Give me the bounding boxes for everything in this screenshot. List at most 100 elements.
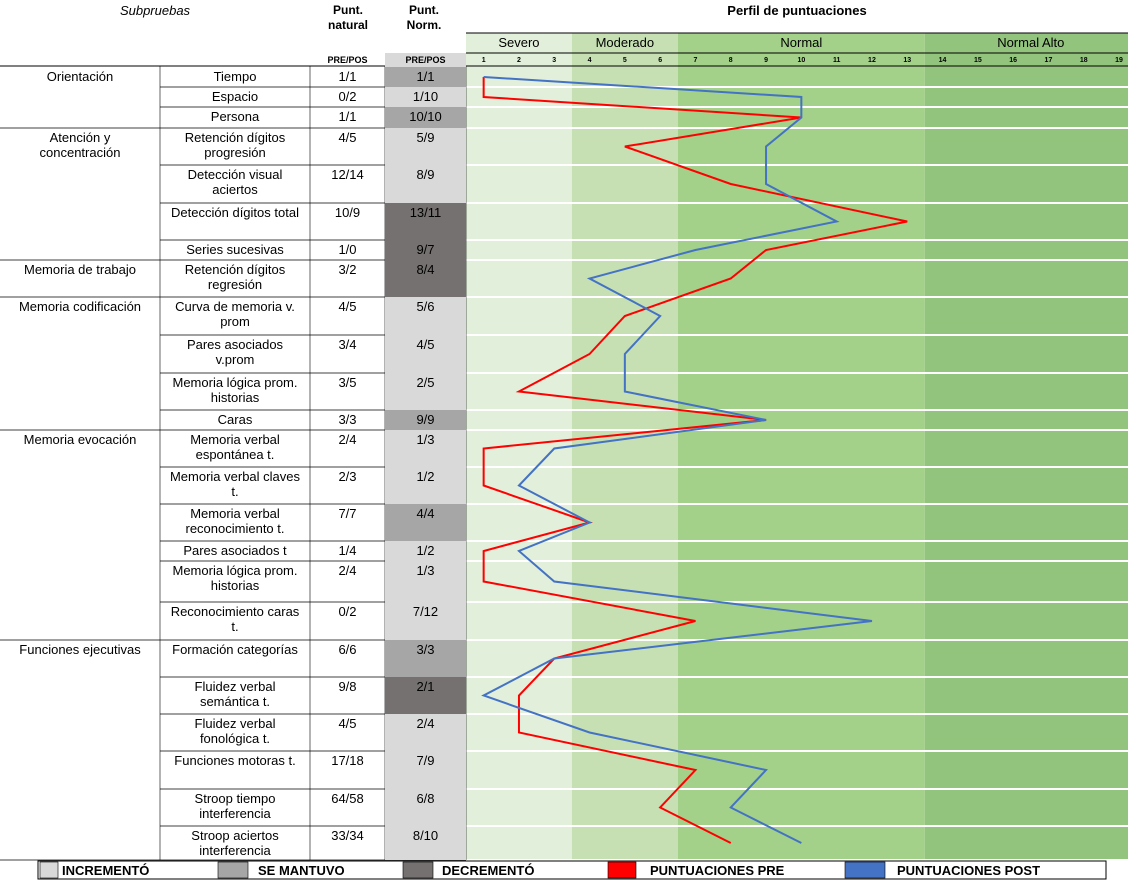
prepos-header: PRE/POS: [385, 53, 466, 68]
norm: 9/7: [416, 242, 435, 257]
norm: 1/1: [416, 69, 435, 84]
natural: 1/1: [338, 109, 357, 124]
score-tick: 10: [797, 57, 805, 64]
natural: 10/9: [334, 205, 361, 220]
norm: 5/6: [416, 299, 435, 314]
norm: 8/9: [416, 167, 435, 182]
subtest: Fluidez verbal semántica t.: [194, 679, 276, 709]
norm-cell: [385, 240, 466, 260]
subtest: Detección visual aciertos: [187, 167, 283, 197]
norm-cell: [385, 677, 466, 714]
subtest: Persona: [210, 109, 260, 124]
natural: 1/0: [338, 242, 357, 257]
natural: 3/5: [338, 375, 357, 390]
natural: 2/3: [338, 469, 357, 484]
natural: 4/5: [338, 130, 357, 145]
norm-cell: [385, 260, 466, 297]
natural: 12/14: [331, 167, 364, 182]
legend-box: [37, 860, 1107, 880]
profile-header: Perfil de puntuaciones: [727, 3, 867, 18]
score-tick: 2: [517, 57, 521, 64]
legend-label: SE MANTUVO: [258, 863, 345, 878]
score-tick: 1: [482, 57, 486, 64]
norm-cell: [385, 410, 466, 430]
group-label: Memoria codificación: [18, 299, 142, 314]
norm: 1/2: [416, 469, 435, 484]
subtest: Pares asociados t: [183, 543, 287, 558]
norm-cell: [385, 373, 466, 410]
band-label: Severo: [498, 35, 539, 50]
score-tick: 6: [658, 57, 662, 64]
band-label: Moderado: [596, 35, 655, 50]
natural: 7/7: [338, 506, 357, 521]
norm: 2/1: [416, 679, 435, 694]
norm-cell: [385, 430, 466, 467]
legend-label: DECREMENTÓ: [442, 863, 534, 878]
norm: 13/11: [409, 205, 442, 220]
norm: 7/9: [416, 753, 435, 768]
score-tick: 11: [833, 57, 841, 64]
norm-cell: [385, 87, 466, 107]
natural: 9/8: [338, 679, 357, 694]
norm: 10/10: [409, 109, 442, 124]
norm-cell: [385, 714, 466, 751]
score-tick: 19: [1115, 57, 1123, 64]
subtest: Formación categorías: [172, 642, 298, 657]
subtest: Espacio: [211, 89, 259, 104]
group-label: Orientación: [46, 69, 114, 84]
score-tick: 13: [903, 57, 911, 64]
group-label: Funciones ejecutivas: [19, 642, 141, 657]
norm-cell: [385, 335, 466, 373]
subtest: Stroop tiempo interferencia: [194, 791, 276, 821]
natural: 3/4: [338, 337, 357, 352]
natural: 2/4: [338, 563, 357, 578]
legend-label: INCREMENTÓ: [62, 863, 149, 878]
natural: 2/4: [338, 432, 357, 447]
natural-header: Punt. natural: [327, 3, 368, 32]
legend-swatch: [217, 861, 249, 879]
score-tick: 12: [868, 57, 876, 64]
group-label: Memoria de trabajo: [24, 262, 136, 277]
subtest: Caras: [217, 412, 253, 427]
norm-cell: [385, 165, 466, 203]
score-tick: 3: [552, 57, 556, 64]
subtest: Detección dígitos total: [171, 205, 299, 220]
norm: 1/3: [416, 432, 435, 447]
score-tick: 16: [1009, 57, 1017, 64]
norm: 7/12: [412, 604, 439, 619]
group-label: Memoria evocación: [23, 432, 137, 447]
norm-cell: [385, 107, 466, 128]
norm: 5/9: [416, 130, 435, 145]
natural: 0/2: [338, 89, 357, 104]
norm-cell: [385, 467, 466, 504]
natural: 6/6: [338, 642, 357, 657]
subtest: Memoria verbal claves t.: [169, 469, 301, 499]
norm: 4/5: [416, 337, 435, 352]
band: [924, 33, 1128, 860]
norm-cell: [385, 561, 466, 602]
natural: 17/18: [331, 753, 364, 768]
norm: 9/9: [416, 412, 435, 427]
profile-line: [482, 77, 908, 844]
score-tick: 14: [939, 57, 947, 64]
score-tick: 9: [764, 57, 768, 64]
subtest: Fluidez verbal fonológica t.: [194, 716, 276, 746]
natural: 33/34: [331, 828, 364, 843]
legend-swatch: [402, 861, 434, 879]
subtests-header: Subpruebas: [119, 3, 191, 18]
natural: 3/2: [338, 262, 357, 277]
legend-swatch: [844, 861, 886, 879]
subtest: Curva de memoria v. prom: [175, 299, 295, 329]
norm: 2/5: [416, 375, 435, 390]
natural: 4/5: [338, 299, 357, 314]
norm-cell: [385, 789, 466, 826]
subtest: Retención dígitos progresión: [184, 130, 286, 160]
norm-cell: [385, 640, 466, 677]
subtest: Stroop aciertos interferencia: [191, 828, 279, 858]
norm: 8/10: [412, 828, 439, 843]
legend-label: PUNTUACIONES POST: [897, 863, 1040, 878]
legend-label: PUNTUACIONES PRE: [650, 863, 785, 878]
subtest: Pares asociados v.prom: [186, 337, 284, 367]
